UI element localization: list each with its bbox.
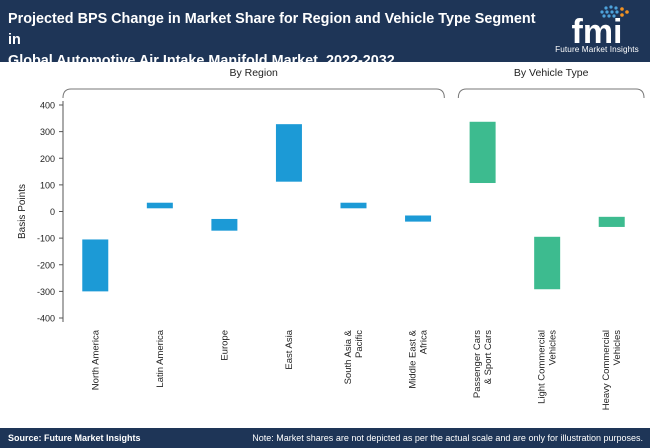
x-tick-label: North America: [90, 329, 101, 390]
chart-title: Projected BPS Change in Market Share for…: [8, 9, 538, 72]
source-text: Source: Future Market Insights: [8, 433, 141, 443]
x-tick-label: South Asia &: [343, 329, 354, 384]
y-tick-label: 200: [40, 154, 55, 164]
x-tick-label: Europe: [219, 330, 230, 361]
y-axis-title: Basis Points: [17, 184, 28, 239]
fmi-logo: fmi Future Market Insights: [548, 4, 646, 58]
fmi-logo-text: fmi: [572, 13, 623, 46]
y-tick-label: 400: [40, 101, 55, 111]
x-tick-label: Pacific: [354, 330, 365, 358]
x-tick-label: Heavy Commercial: [601, 330, 612, 410]
bar: [211, 218, 238, 231]
group-label: By Vehicle Type: [514, 67, 589, 79]
note-text: Note: Market shares are not depicted as …: [252, 433, 643, 443]
bar: [340, 202, 367, 209]
chart-area: Basis Points 400 300 200 100 0 -100 -200 -300 -40…: [17, 67, 645, 410]
header-banner: Projected BPS Change in Market Share for…: [0, 0, 650, 69]
chart-title-line-2: Global Automotive Air Intake Manifold Ma…: [8, 53, 395, 69]
y-tick-label: -300: [37, 287, 55, 297]
group-bracket: [62, 88, 445, 99]
bar: [146, 202, 173, 209]
bar: [469, 121, 496, 184]
x-tick-label: East Asia: [284, 329, 295, 369]
x-tick-label: Middle East &: [408, 329, 419, 388]
footer-bar: Source: Future Market Insights Note: Mar…: [0, 428, 650, 448]
bar: [405, 215, 432, 222]
x-tick-label: Latin America: [155, 329, 166, 387]
x-tick-label: Light Commercial: [537, 330, 548, 404]
y-tick-label: 100: [40, 180, 55, 190]
y-tick-label: -400: [37, 314, 55, 324]
y-tick-label: -100: [37, 234, 55, 244]
bar: [598, 216, 625, 227]
group-bracket: [457, 88, 645, 99]
x-tick-label: Passenger Cars: [472, 330, 483, 398]
y-tick-label: 0: [50, 207, 55, 217]
fmi-logo-mark: fmi: [572, 5, 629, 51]
bar: [534, 236, 561, 290]
chart-title-line-1: Projected BPS Change in Market Share for…: [8, 11, 536, 48]
y-tick-label: 300: [40, 127, 55, 137]
x-tick-label: Vehicles: [548, 330, 559, 366]
bar: [275, 124, 302, 182]
bar: [82, 239, 109, 292]
x-tick-label: Africa: [419, 329, 430, 354]
y-tick-label: -200: [37, 260, 55, 270]
group-label: By Region: [229, 67, 278, 79]
x-tick-label: Vehicles: [612, 330, 623, 366]
fmi-logo-caption: Future Market Insights: [555, 45, 639, 54]
x-tick-label: & Sport Cars: [483, 330, 494, 385]
